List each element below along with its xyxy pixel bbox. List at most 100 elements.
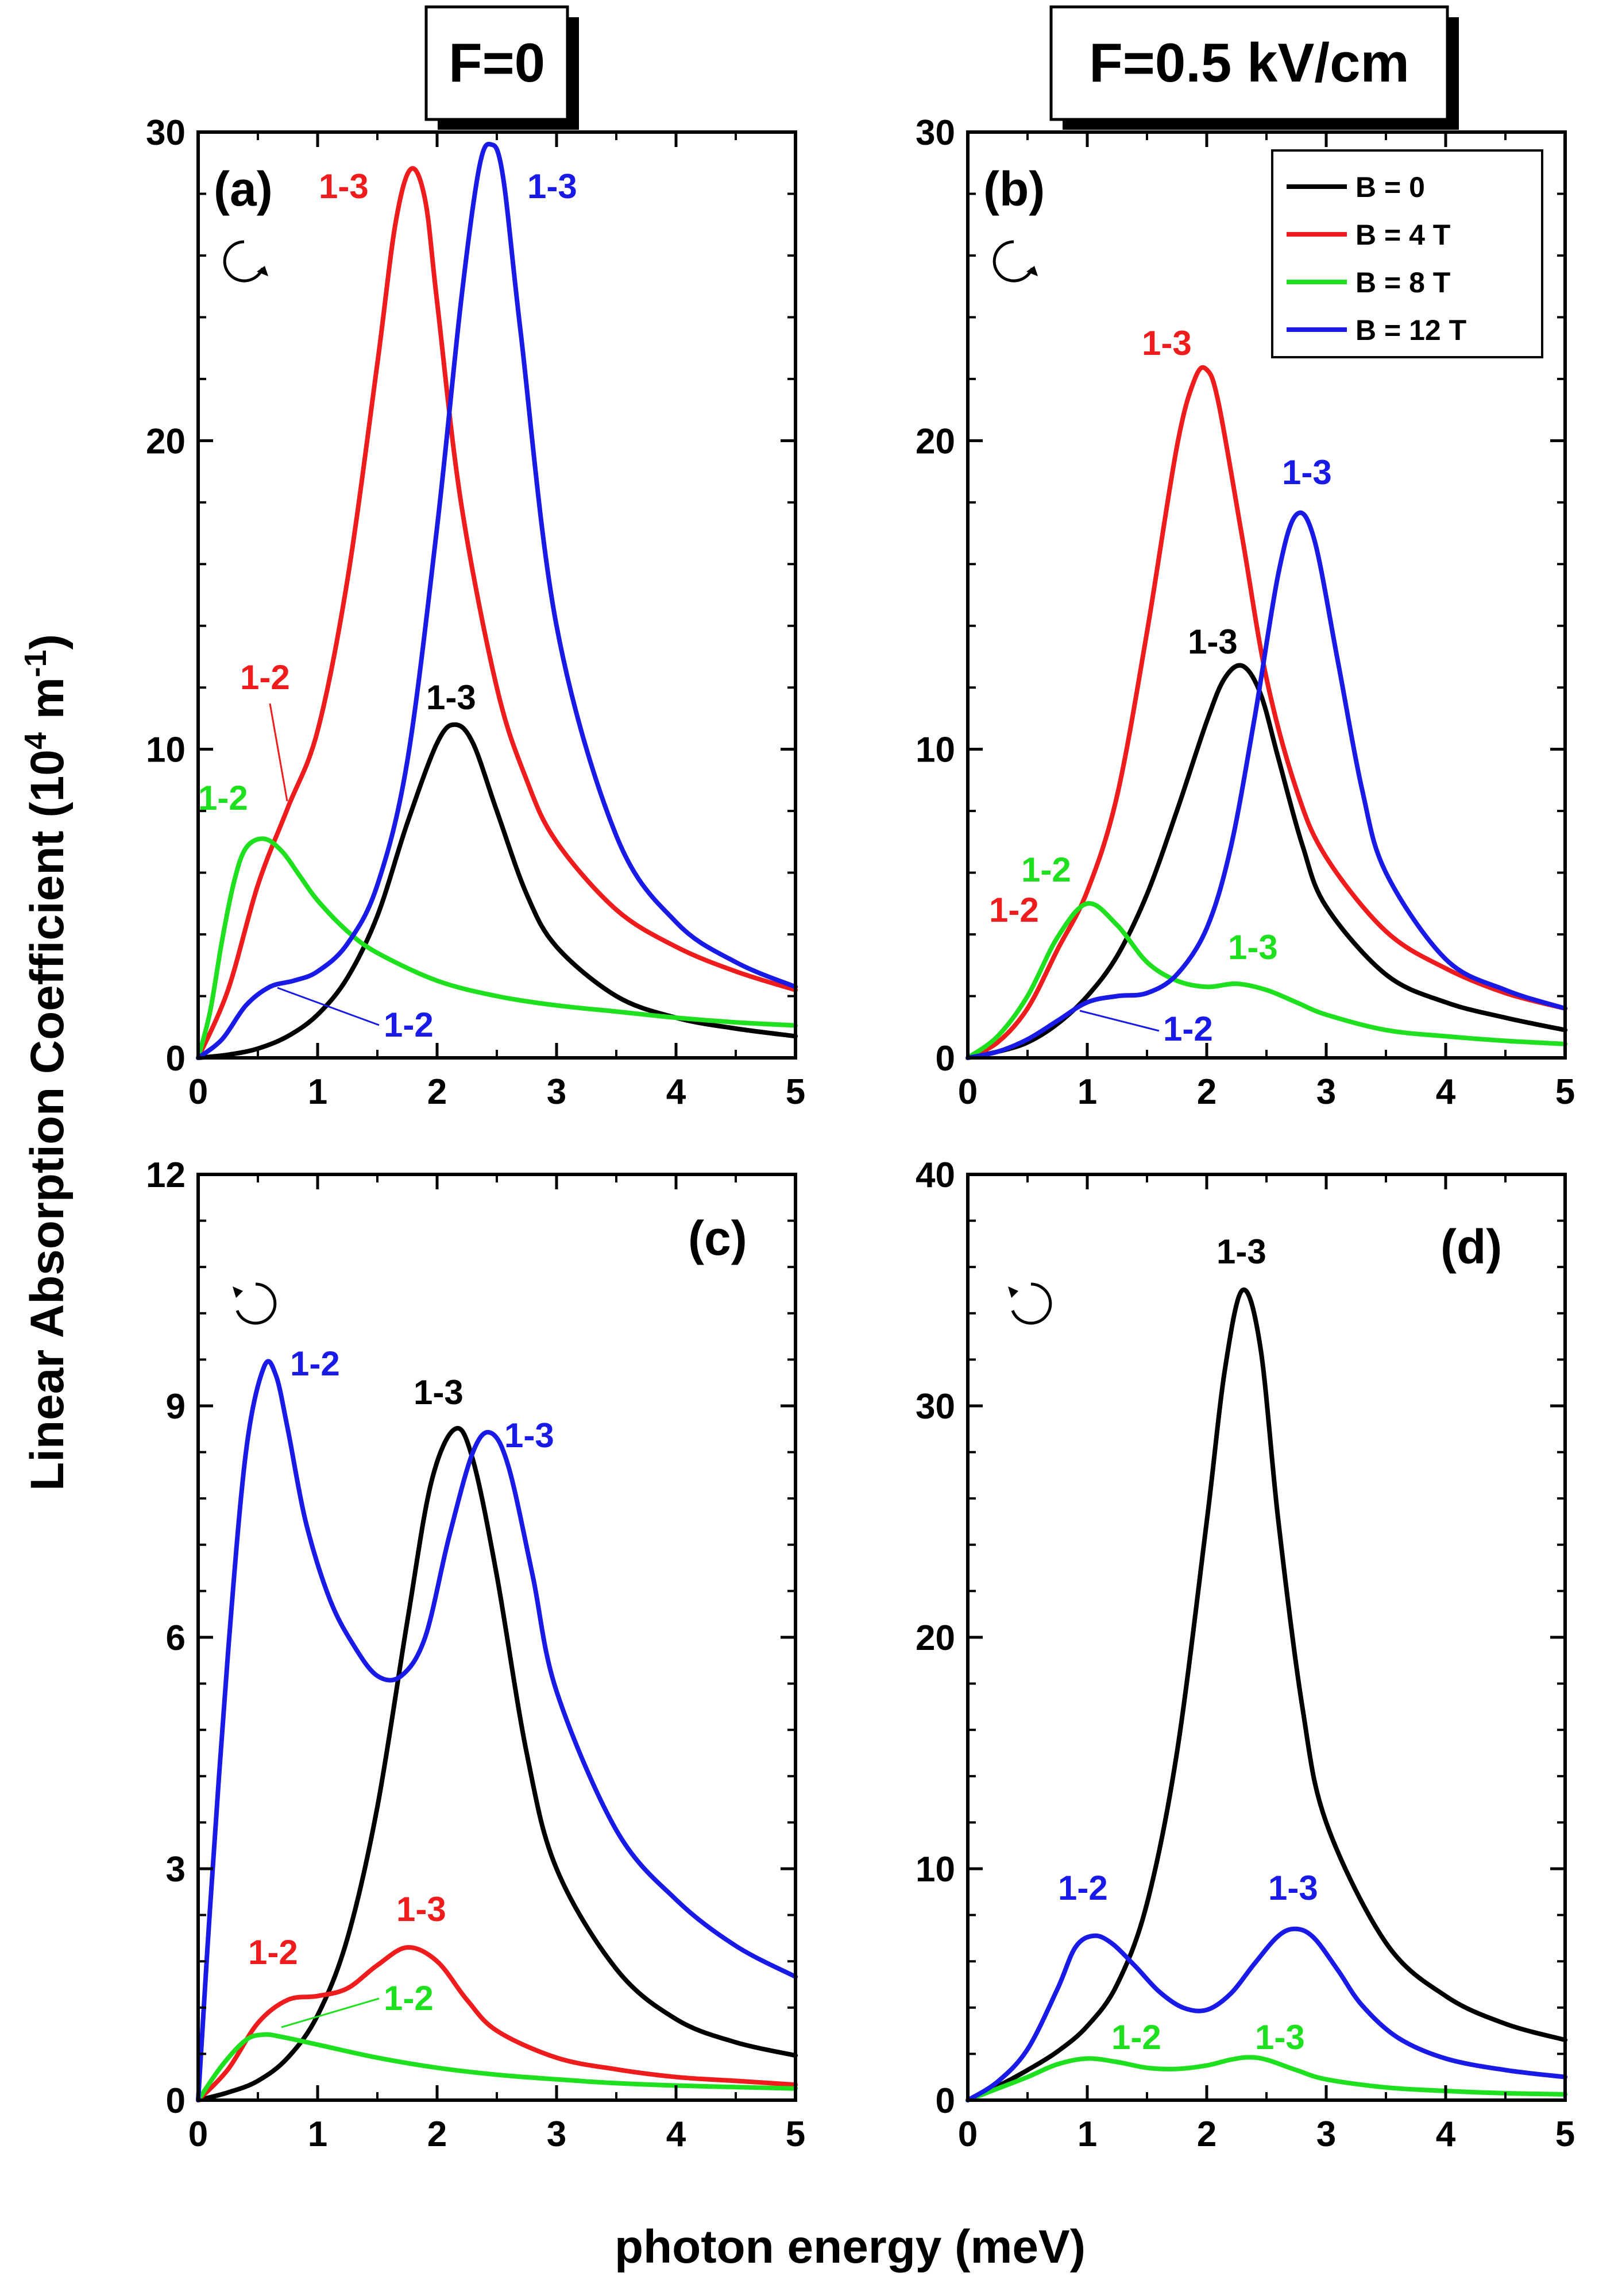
- panel-d-x-tick-label: 2: [1197, 2115, 1216, 2154]
- panel-b-label-black-13: 1-3: [1188, 623, 1238, 661]
- panel-a-label-green-12: 1-2: [198, 779, 248, 817]
- panel-a-curves: [196, 141, 798, 1060]
- panel-c-label-green-12: 1-2: [384, 1979, 434, 2017]
- panel-b-letter: (b): [983, 162, 1045, 216]
- panel-a-ticks: 0 1 2 3 4 5 0 10 20 30: [146, 113, 805, 1112]
- panel-c-x-tick-label: 4: [666, 2115, 686, 2154]
- panel-a-pointer-red-12: [269, 703, 288, 802]
- panel-b-label-green-12: 1-2: [1021, 851, 1071, 889]
- panel-d-y-tick-label: 0: [936, 2081, 955, 2121]
- panel-a-series-b-0: [196, 722, 798, 1060]
- panel-a-label-black-13: 1-3: [426, 678, 476, 717]
- panel-a-series-b-12-t: [196, 141, 798, 1060]
- legend-label-b12: B = 12 T: [1355, 314, 1466, 346]
- panel-d-frame: [966, 1173, 1567, 2102]
- panel-b-x-tick-label: 0: [958, 1072, 978, 1112]
- y-axis-title-exp: 4: [18, 732, 53, 749]
- panel-a-x-tick-label: 2: [427, 1072, 447, 1112]
- panel-d-label-green-12: 1-2: [1111, 2018, 1161, 2057]
- panel-b-ticks: 0 1 2 3 4 5 0 10 20 30: [916, 113, 1575, 1112]
- panel-b-series-b-12-t: [966, 510, 1567, 1060]
- panel-c-label-black-13: 1-3: [414, 1373, 464, 1412]
- panel-b-label-blue-12: 1-2: [1163, 1010, 1213, 1048]
- panel-a-y-tick-label: 20: [146, 422, 186, 461]
- legend-label-b4: B = 4 T: [1355, 219, 1450, 251]
- panel-a-y-tick-label: 10: [146, 730, 186, 770]
- panel-d-label-black-13: 1-3: [1216, 1232, 1266, 1271]
- panel-c-curves: [196, 1359, 798, 2102]
- panel-c-series-b-8-t: [196, 2032, 798, 2102]
- panel-b: 0 1 2 3 4 5 0 10 20 30 (b) B = 0 B = 4 T B = 8 T …: [916, 113, 1575, 1112]
- legend-label-b0: B = 0: [1355, 171, 1425, 203]
- panel-d-y-tick-label: 20: [916, 1618, 955, 1658]
- panel-c-x-tick-label: 1: [308, 2115, 327, 2154]
- y-axis-title: Linear Absorption Coefficient (104 m-1): [18, 634, 74, 1491]
- panel-c-x-tick-label: 3: [547, 2115, 566, 2154]
- y-axis-title-unit-exp: -1: [18, 650, 53, 677]
- panel-d-ticks: 0 1 2 3 4 5 0 10 20 30 40: [916, 1155, 1575, 2154]
- panel-a-series-b-8-t: [196, 836, 798, 1060]
- panel-b-x-tick-label: 1: [1078, 1072, 1097, 1112]
- panel-a-letter: (a): [214, 162, 273, 216]
- panel-b-label-red-12: 1-2: [989, 891, 1039, 929]
- column-header-f0: F=0: [424, 5, 579, 130]
- panel-a-x-tick-label: 0: [188, 1072, 208, 1112]
- panel-d-x-tick-label: 5: [1555, 2115, 1575, 2154]
- panel-c-series-b-12-t: [196, 1359, 798, 2102]
- panel-b-rotation-icon: [992, 240, 1038, 283]
- panel-a-x-tick-label: 3: [547, 1072, 566, 1112]
- panel-a-label-red-13: 1-3: [319, 167, 369, 206]
- panel-c-x-tick-label: 2: [427, 2115, 447, 2154]
- x-axis-title: photon energy (meV): [615, 2221, 1086, 2273]
- panel-b-curves: [966, 365, 1567, 1060]
- panel-a-series-b-4-t: [196, 166, 798, 1060]
- panel-d-y-tick-label: 30: [916, 1387, 955, 1427]
- panel-c-label-red-12: 1-2: [248, 1933, 298, 1972]
- y-axis-title-close: ): [21, 634, 74, 650]
- panel-a-label-red-12: 1-2: [240, 658, 290, 697]
- panel-b-x-tick-label: 2: [1197, 1072, 1216, 1112]
- panel-d-label-blue-13: 1-3: [1268, 1869, 1318, 1907]
- panel-c-y-tick-label: 9: [166, 1387, 186, 1427]
- panel-c-label-red-13: 1-3: [396, 1890, 446, 1928]
- panel-a-y-tick-label: 0: [166, 1039, 186, 1079]
- panel-d-y-tick-label: 40: [916, 1155, 955, 1195]
- panel-d-y-tick-label: 10: [916, 1850, 955, 1889]
- panel-b-series-b-8-t: [966, 901, 1567, 1060]
- y-axis-title-unit: m: [21, 677, 74, 732]
- panel-d-rotation-icon: [1008, 1282, 1052, 1325]
- panel-a-label-blue-13: 1-3: [527, 167, 577, 206]
- panel-d-label-blue-12: 1-2: [1058, 1869, 1108, 1907]
- panel-d: 0 1 2 3 4 5 0 10 20 30 40 (d) 1-3 1-2 1-3 1-2 1-3: [916, 1155, 1575, 2154]
- panel-c-y-tick-label: 3: [166, 1850, 186, 1889]
- panel-c-y-tick-label: 6: [166, 1618, 186, 1658]
- panel-b-y-tick-label: 30: [916, 113, 955, 153]
- legend: B = 0 B = 4 T B = 8 T B = 12 T: [1271, 149, 1543, 358]
- panel-a-x-tick-label: 1: [308, 1072, 327, 1112]
- column-header-f05: F=0.5 kV/cm: [1049, 5, 1459, 130]
- y-axis-title-main: Linear Absorption Coefficient (10: [21, 749, 74, 1491]
- panel-d-curves: [966, 1287, 1567, 2102]
- panel-a: 0 1 2 3 4 5 0 10 20 30 (a) 1-3 1-3 1-2 1-3 1-2 1-…: [146, 113, 805, 1112]
- panel-d-x-tick-label: 3: [1316, 2115, 1336, 2154]
- column-header-f0-text: F=0: [449, 32, 545, 94]
- panel-b-y-tick-label: 10: [916, 730, 955, 770]
- panel-d-label-green-13: 1-3: [1255, 2018, 1305, 2057]
- panel-c-label-blue-12: 1-2: [290, 1344, 340, 1383]
- panel-d-x-tick-label: 4: [1436, 2115, 1456, 2154]
- panel-c-letter: (c): [688, 1211, 747, 1265]
- column-header-f05-text: F=0.5 kV/cm: [1089, 32, 1409, 94]
- panel-a-rotation-icon: [223, 240, 268, 283]
- panel-c-label-blue-13: 1-3: [504, 1416, 554, 1455]
- panel-b-x-tick-label: 5: [1555, 1072, 1575, 1112]
- panel-a-frame: [196, 130, 797, 1060]
- panel-a-pointer-blue-12: [277, 987, 380, 1026]
- panel-b-y-tick-label: 0: [936, 1039, 955, 1079]
- panel-c-x-tick-label: 0: [188, 2115, 208, 2154]
- panel-c-y-tick-label: 0: [166, 2081, 186, 2121]
- panel-b-pointer-blue-12: [1079, 1010, 1160, 1032]
- panel-a-x-tick-label: 4: [666, 1072, 686, 1112]
- panel-d-x-tick-label: 0: [958, 2115, 978, 2154]
